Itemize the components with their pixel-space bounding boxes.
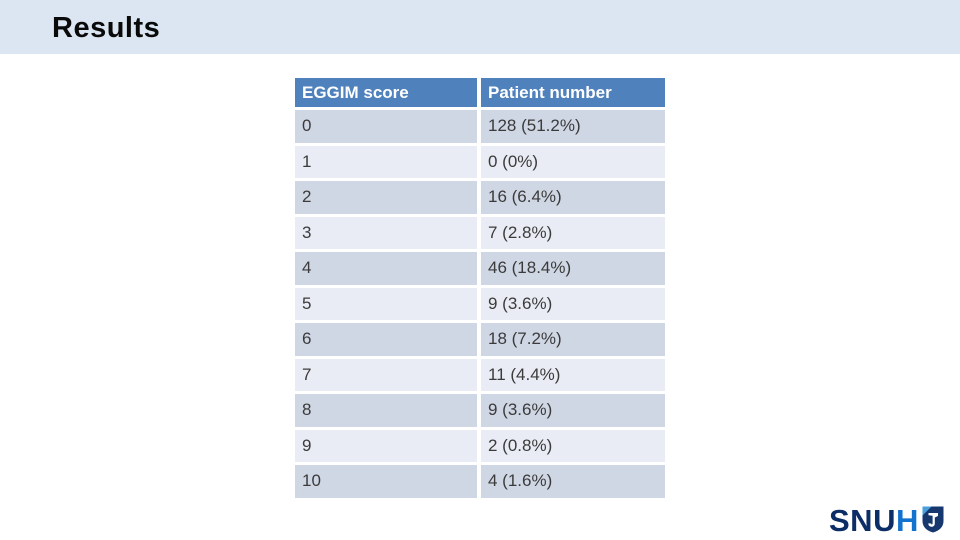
table-row: 8 9 (3.6%): [295, 394, 665, 427]
cell-score: 0: [295, 110, 477, 143]
cell-score: 4: [295, 252, 477, 285]
logo-text-snu: SNU: [829, 503, 896, 538]
cell-patients: 4 (1.6%): [481, 465, 665, 498]
table-row: 10 4 (1.6%): [295, 465, 665, 498]
title-band: Results: [0, 0, 960, 54]
snuh-shield-icon: [922, 506, 944, 533]
cell-patients: 11 (4.4%): [481, 358, 665, 391]
cell-patients: 2 (0.8%): [481, 429, 665, 462]
cell-score: 5: [295, 287, 477, 320]
cell-patients: 46 (18.4%): [481, 252, 665, 285]
results-table: EGGIM score Patient number 0 128 (51.2%)…: [295, 78, 665, 498]
cell-score: 7: [295, 358, 477, 391]
table-row: 9 2 (0.8%): [295, 429, 665, 462]
table-row: 4 46 (18.4%): [295, 252, 665, 285]
table-row: 2 16 (6.4%): [295, 181, 665, 214]
table-row: 7 11 (4.4%): [295, 358, 665, 391]
table-row: 1 0 (0%): [295, 145, 665, 178]
cell-patients: 0 (0%): [481, 145, 665, 178]
cell-patients: 16 (6.4%): [481, 181, 665, 214]
cell-score: 1: [295, 145, 477, 178]
cell-patients: 9 (3.6%): [481, 394, 665, 427]
logo-text: SNUH: [829, 505, 919, 536]
logo-text-h: H: [895, 503, 919, 538]
cell-patients: 7 (2.8%): [481, 216, 665, 249]
table-row: 5 9 (3.6%): [295, 287, 665, 320]
cell-score: 6: [295, 323, 477, 356]
cell-score: 9: [295, 429, 477, 462]
table-row: 6 18 (7.2%): [295, 323, 665, 356]
cell-patients: 128 (51.2%): [481, 110, 665, 143]
table-header-row: EGGIM score Patient number: [295, 78, 665, 107]
cell-score: 3: [295, 216, 477, 249]
cell-score: 10: [295, 465, 477, 498]
cell-score: 8: [295, 394, 477, 427]
page-title: Results: [52, 12, 161, 44]
table-row: 0 128 (51.2%): [295, 110, 665, 143]
cell-patients: 18 (7.2%): [481, 323, 665, 356]
header-cell-eggim-score: EGGIM score: [295, 78, 477, 107]
table-body: 0 128 (51.2%) 1 0 (0%) 2 16 (6.4%) 3 7 (…: [295, 110, 665, 498]
cell-patients: 9 (3.6%): [481, 287, 665, 320]
header-cell-patient-number: Patient number: [481, 78, 665, 107]
cell-score: 2: [295, 181, 477, 214]
table-row: 3 7 (2.8%): [295, 216, 665, 249]
snuh-logo: SNUH: [829, 503, 944, 536]
